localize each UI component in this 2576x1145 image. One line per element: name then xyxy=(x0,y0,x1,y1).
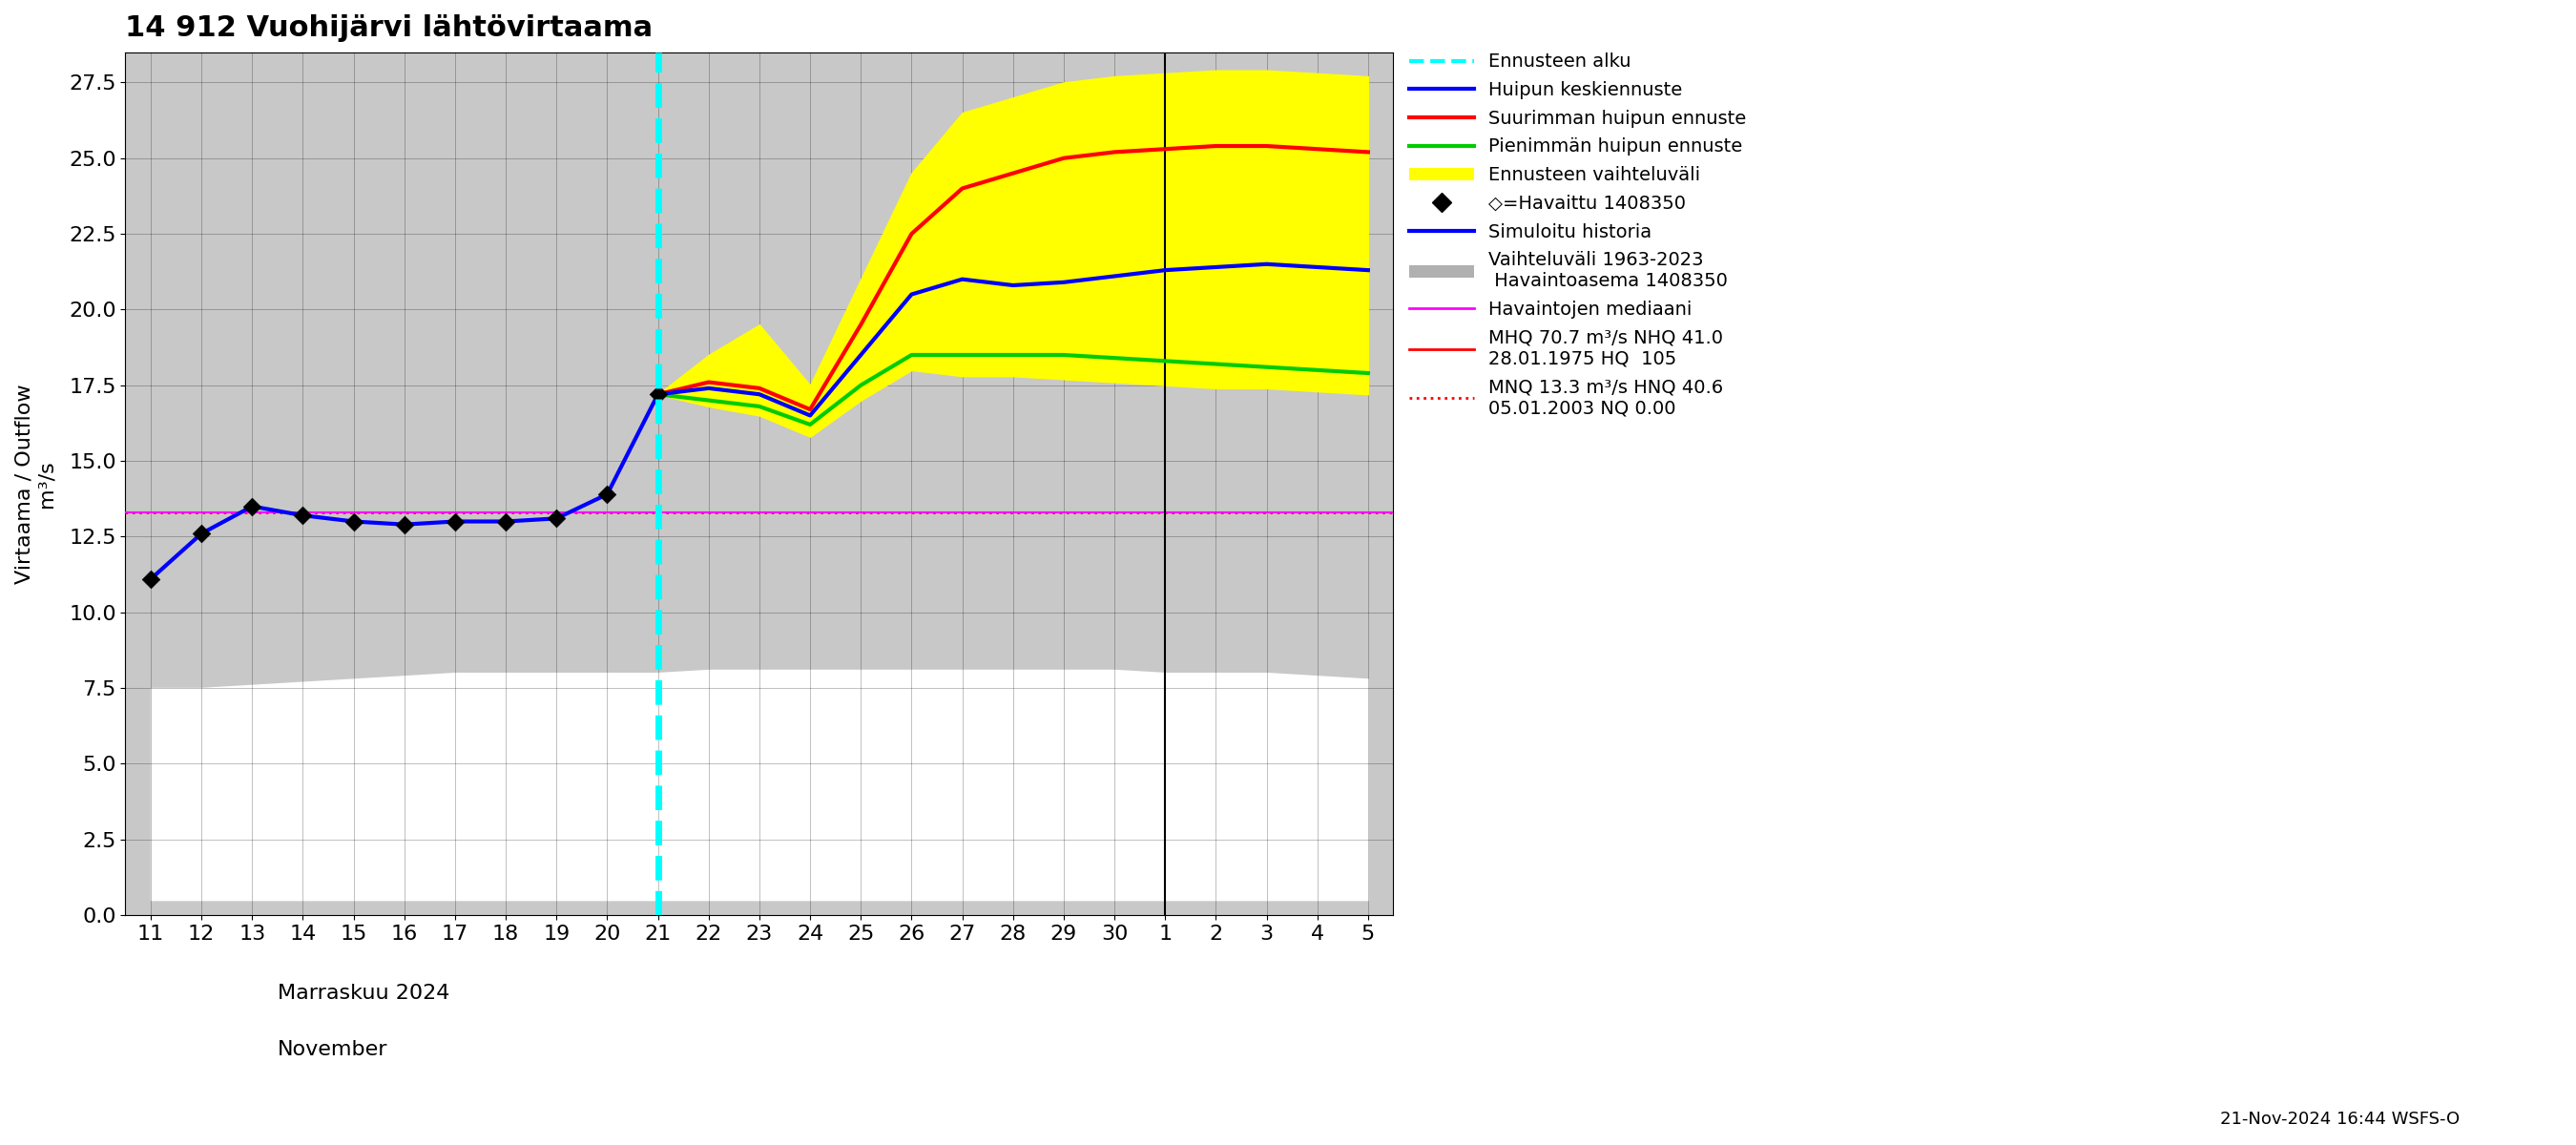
Point xyxy=(435,512,477,530)
Point xyxy=(283,506,325,524)
Legend: Ennusteen alku, Huipun keskiennuste, Suurimman huipun ennuste, Pienimmän huipun : Ennusteen alku, Huipun keskiennuste, Suu… xyxy=(1409,53,1747,417)
Point xyxy=(232,497,273,515)
Text: Marraskuu 2024: Marraskuu 2024 xyxy=(278,984,451,1003)
Text: 14 912 Vuohijärvi lähtövirtaama: 14 912 Vuohijärvi lähtövirtaama xyxy=(126,14,654,42)
Point xyxy=(587,485,629,504)
Text: 21-Nov-2024 16:44 WSFS-O: 21-Nov-2024 16:44 WSFS-O xyxy=(2221,1111,2460,1128)
Text: November: November xyxy=(278,1040,389,1059)
Point xyxy=(484,512,526,530)
Point xyxy=(636,385,677,403)
Point xyxy=(332,512,374,530)
Y-axis label: Virtaama / Outflow
m³/s: Virtaama / Outflow m³/s xyxy=(15,384,57,584)
Point xyxy=(384,515,425,534)
Point xyxy=(131,570,173,589)
Point xyxy=(180,524,222,543)
Point xyxy=(536,510,577,528)
